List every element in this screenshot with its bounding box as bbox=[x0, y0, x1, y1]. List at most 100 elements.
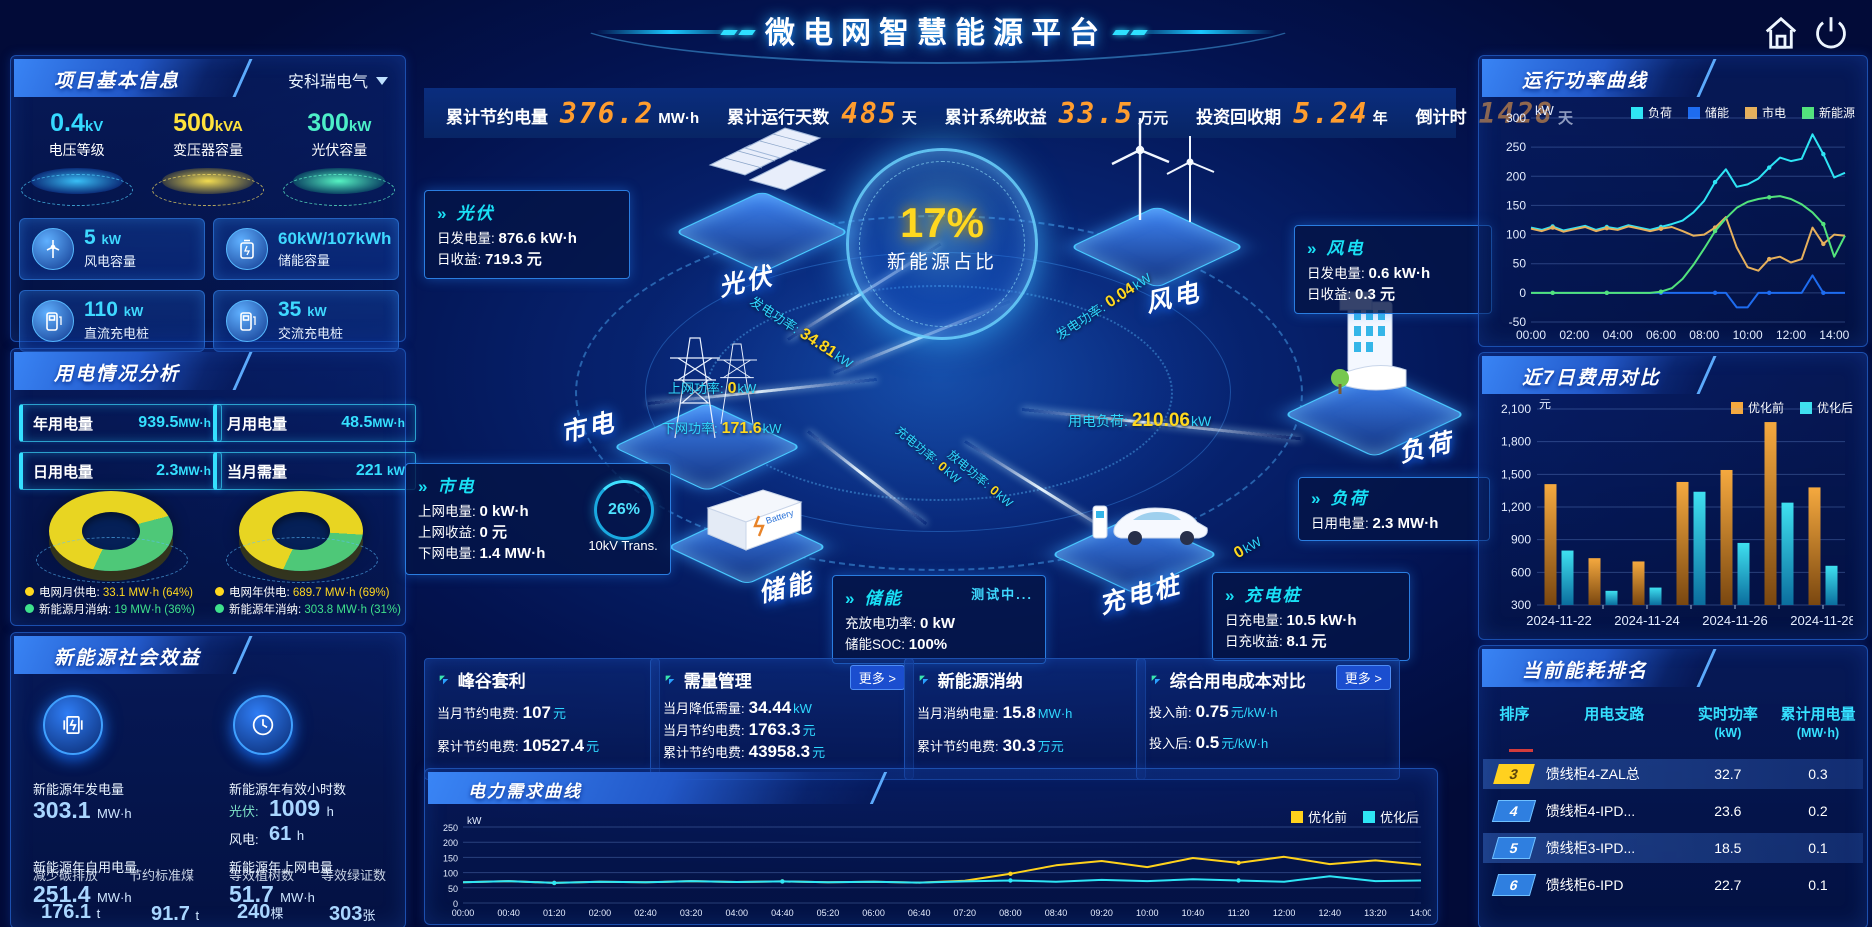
branch-cell: 馈线柜4-IPD... bbox=[1545, 803, 1636, 819]
rank-badge: 3 bbox=[1493, 764, 1536, 784]
legend-item: 优化后 bbox=[1362, 807, 1419, 826]
flow-to-charger: 0kW bbox=[1231, 533, 1264, 563]
project-info-panel: 项目基本信息 安科瑞电气 0.4kV 电压等级 500kVA 变压器容量 300… bbox=[10, 55, 406, 352]
kpi-value: 33.5 bbox=[1058, 96, 1135, 130]
donut-ring bbox=[36, 537, 188, 583]
double-chevron-icon: » bbox=[1311, 489, 1323, 508]
kpi-label: 累计节约电量 bbox=[446, 107, 548, 127]
flow-down-grid: 下网功率: 171.6kW bbox=[662, 420, 782, 437]
svg-text:0: 0 bbox=[453, 899, 458, 909]
svg-text:kW: kW bbox=[467, 816, 482, 827]
more-button[interactable]: 更多 > bbox=[1335, 665, 1391, 690]
svg-text:12:00: 12:00 bbox=[1273, 908, 1296, 918]
header-line-right bbox=[1126, 30, 1276, 34]
benefit-label: 减少碳排放 bbox=[33, 868, 99, 883]
battery-icon bbox=[226, 228, 268, 270]
power-cell: 23.6 bbox=[1714, 803, 1742, 819]
scroll-indicator bbox=[1509, 749, 1533, 752]
kpi-run-days: 累计运行天数 485 天 bbox=[713, 97, 931, 130]
benefit-label: 新能源年有效小时数 bbox=[229, 782, 347, 797]
svg-text:13:20: 13:20 bbox=[1364, 908, 1387, 918]
svg-text:10:00: 10:00 bbox=[1136, 908, 1159, 918]
company-select[interactable]: 安科瑞电气 bbox=[288, 68, 388, 92]
kpi-saved-energy: 累计节约电量 376.2 MW·h bbox=[432, 97, 713, 130]
svg-text:2024-11-28: 2024-11-28 bbox=[1790, 613, 1853, 628]
benefit-label: 新能源年自用电量 bbox=[33, 860, 138, 875]
donut-ring bbox=[226, 537, 378, 583]
more-button[interactable]: 更多 > bbox=[849, 665, 905, 690]
pv-info-box: » 光伏 日发电量: 876.6 kW·h 日收益: 719.3 元 bbox=[424, 190, 630, 279]
svg-text:2,100: 2,100 bbox=[1501, 402, 1531, 416]
table-row[interactable]: 5 馈线柜3-IPD... 18.5 0.1 bbox=[1483, 833, 1863, 863]
table-row[interactable]: 6 馈线柜6-IPD 22.7 0.1 bbox=[1483, 870, 1863, 900]
svg-text:元: 元 bbox=[1539, 399, 1551, 411]
table-row[interactable]: 3 馈线柜4-ZAL总 32.7 0.3 bbox=[1483, 759, 1863, 789]
legend-item: 市电 bbox=[1744, 104, 1786, 121]
card-wind-capacity: 5 kW 风电容量 bbox=[19, 218, 205, 280]
svg-text:06:40: 06:40 bbox=[908, 908, 931, 918]
cost-7day-panel: 近7日费用对比 优化前 优化后 2,100 1,800 1,500 1,200 900 60… bbox=[1478, 352, 1868, 640]
kpi-value: 376.2 bbox=[560, 96, 655, 130]
power-cell: 32.7 bbox=[1714, 766, 1742, 782]
storage-info-box: » 储能 测试中... 充放电功率: 0 kW 储能SOC: 100% bbox=[832, 575, 1046, 664]
strategy-title: 综合用电成本对比 bbox=[1169, 672, 1306, 691]
panel-title: 电力需求曲线 bbox=[468, 782, 582, 801]
benefit-label: 新能源年发电量 bbox=[33, 782, 125, 797]
benefit-label: 新能源年上网电量 bbox=[229, 860, 334, 875]
svg-text:05:20: 05:20 bbox=[817, 908, 840, 918]
svg-text:1,500: 1,500 bbox=[1501, 467, 1531, 481]
svg-text:300: 300 bbox=[1506, 111, 1526, 125]
header-line-left bbox=[596, 30, 746, 34]
svg-text:07:20: 07:20 bbox=[954, 908, 977, 918]
svg-text:00:40: 00:40 bbox=[497, 908, 520, 918]
wind-info-box: » 风电 日发电量: 0.6 kW·h 日收益: 0.3 元 bbox=[1294, 225, 1492, 314]
svg-text:900: 900 bbox=[1511, 533, 1531, 547]
table-row[interactable]: 4 馈线柜4-IPD... 23.6 0.2 bbox=[1483, 796, 1863, 826]
load-info-box: » 负荷 日用电量: 2.3 MW·h bbox=[1298, 477, 1490, 541]
battery-container-icon: Battery bbox=[706, 489, 803, 551]
panel-title: 项目基本信息 bbox=[54, 71, 181, 92]
svg-text:600: 600 bbox=[1511, 565, 1531, 579]
benefit-label: 等效植树数 bbox=[229, 868, 295, 883]
rank-badge: 5 bbox=[1492, 837, 1537, 859]
rank-badge: 6 bbox=[1492, 874, 1537, 896]
svg-text:03:20: 03:20 bbox=[680, 908, 703, 918]
wind-turbine-icon bbox=[32, 228, 74, 270]
svg-text:12:00: 12:00 bbox=[1776, 328, 1806, 342]
donut-month-legend: 电网月供电: 33.1 MW·h (64%) 新能源月消纳: 19 MW·h (… bbox=[25, 585, 195, 619]
legend-item: 优化前 bbox=[1290, 807, 1347, 826]
flow-load-power: 用电负荷: 210.06kW bbox=[1068, 410, 1212, 431]
power-icon[interactable] bbox=[1812, 14, 1850, 52]
run-power-chart: 300 250 200 150 100 50 0 -50 kW 00:00 02:00 04:00 06… bbox=[1506, 104, 1850, 342]
svg-text:kW: kW bbox=[1535, 104, 1555, 118]
charger-icon bbox=[32, 300, 74, 342]
demand-curve-panel: 电力需求曲线 优化前 优化后 250 200 150 100 50 0 kW 00:00 00:4… bbox=[424, 768, 1438, 925]
double-chevron-icon: » bbox=[845, 589, 857, 608]
charger-icon bbox=[226, 300, 268, 342]
home-icon[interactable] bbox=[1762, 14, 1800, 52]
flow-feed-in: 上网功率: 0kW bbox=[668, 380, 757, 397]
pedestal-transformer: 500kVA 变压器容量 bbox=[148, 109, 268, 206]
transformer-load-ring: 26% bbox=[594, 480, 654, 540]
kpi-value: 485 bbox=[841, 96, 898, 130]
hours-clock-icon bbox=[233, 695, 293, 755]
renewable-share-orb: 17% 新能源占比 bbox=[846, 148, 1038, 340]
pedestal-pv: 300kW 光伏容量 bbox=[279, 109, 399, 206]
kpi-label: 累计系统收益 bbox=[944, 107, 1047, 127]
panel-title: 近7日费用对比 bbox=[1522, 368, 1661, 389]
strategy-title: 峰谷套利 bbox=[457, 672, 526, 691]
svg-text:04:00: 04:00 bbox=[725, 908, 748, 918]
svg-text:2024-11-26: 2024-11-26 bbox=[1702, 613, 1768, 628]
svg-text:02:00: 02:00 bbox=[1559, 328, 1589, 342]
card-ac-charger: 35 kW 交流充电桩 bbox=[213, 290, 399, 352]
wind-turbines-icon bbox=[1111, 118, 1215, 222]
legend-item: 新能源 bbox=[1801, 104, 1855, 121]
power-cell: 22.7 bbox=[1714, 877, 1742, 893]
demand-chart: 250 200 150 100 50 0 kW 00:00 00:40 01:20 02:00 02:… bbox=[443, 816, 1431, 918]
ranking-rows: 3 馈线柜4-ZAL总 32.7 0.3 4 馈线柜4-IPD... 23.6 0.2 5 馈线柜… bbox=[1483, 759, 1863, 900]
building-icon bbox=[1331, 291, 1407, 394]
svg-text:14:00: 14:00 bbox=[1819, 328, 1849, 342]
run-power-panel: 运行功率曲线 负荷 储能 市电 新能源 300 250 200 150 100 50 0 -50 kW… bbox=[1478, 55, 1868, 347]
pv-hours-label: 光伏: bbox=[229, 804, 259, 819]
